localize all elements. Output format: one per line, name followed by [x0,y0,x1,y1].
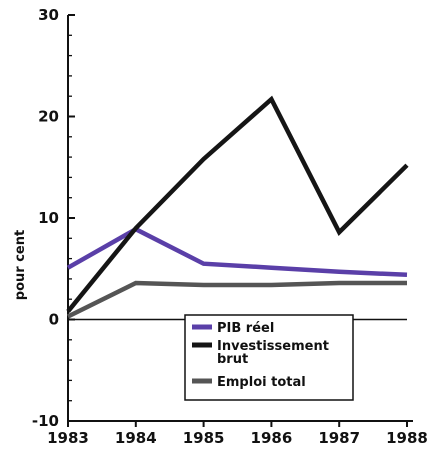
y-axis-label: pour cent [13,230,28,300]
x-tick-label: 1983 [47,429,89,447]
legend: PIB réel Investissement brut Emploi total [184,314,354,401]
y-tick-label: 30 [38,6,59,24]
x-tick-label: 1986 [251,429,293,447]
y-tick-label: 20 [38,108,59,126]
y-tick-label: 0 [49,311,59,329]
axes [67,14,413,427]
x-tick-label: 1988 [386,429,428,447]
legend-label-1: Investissement brut [217,339,329,367]
legend-label-2: Emploi total [217,375,306,390]
y-tick-label: 10 [38,209,59,227]
y-tick-label: -10 [32,412,59,430]
x-tick-label: 1987 [318,429,360,447]
series-line-0 [66,226,408,278]
series-line-2 [67,280,407,319]
x-tick-label: 1985 [183,429,225,447]
legend-box [184,314,354,401]
series-lines [66,95,409,319]
series-line-1 [66,95,409,313]
legend-label-0: PIB réel [217,321,274,336]
x-tick-label: 1984 [115,429,157,447]
